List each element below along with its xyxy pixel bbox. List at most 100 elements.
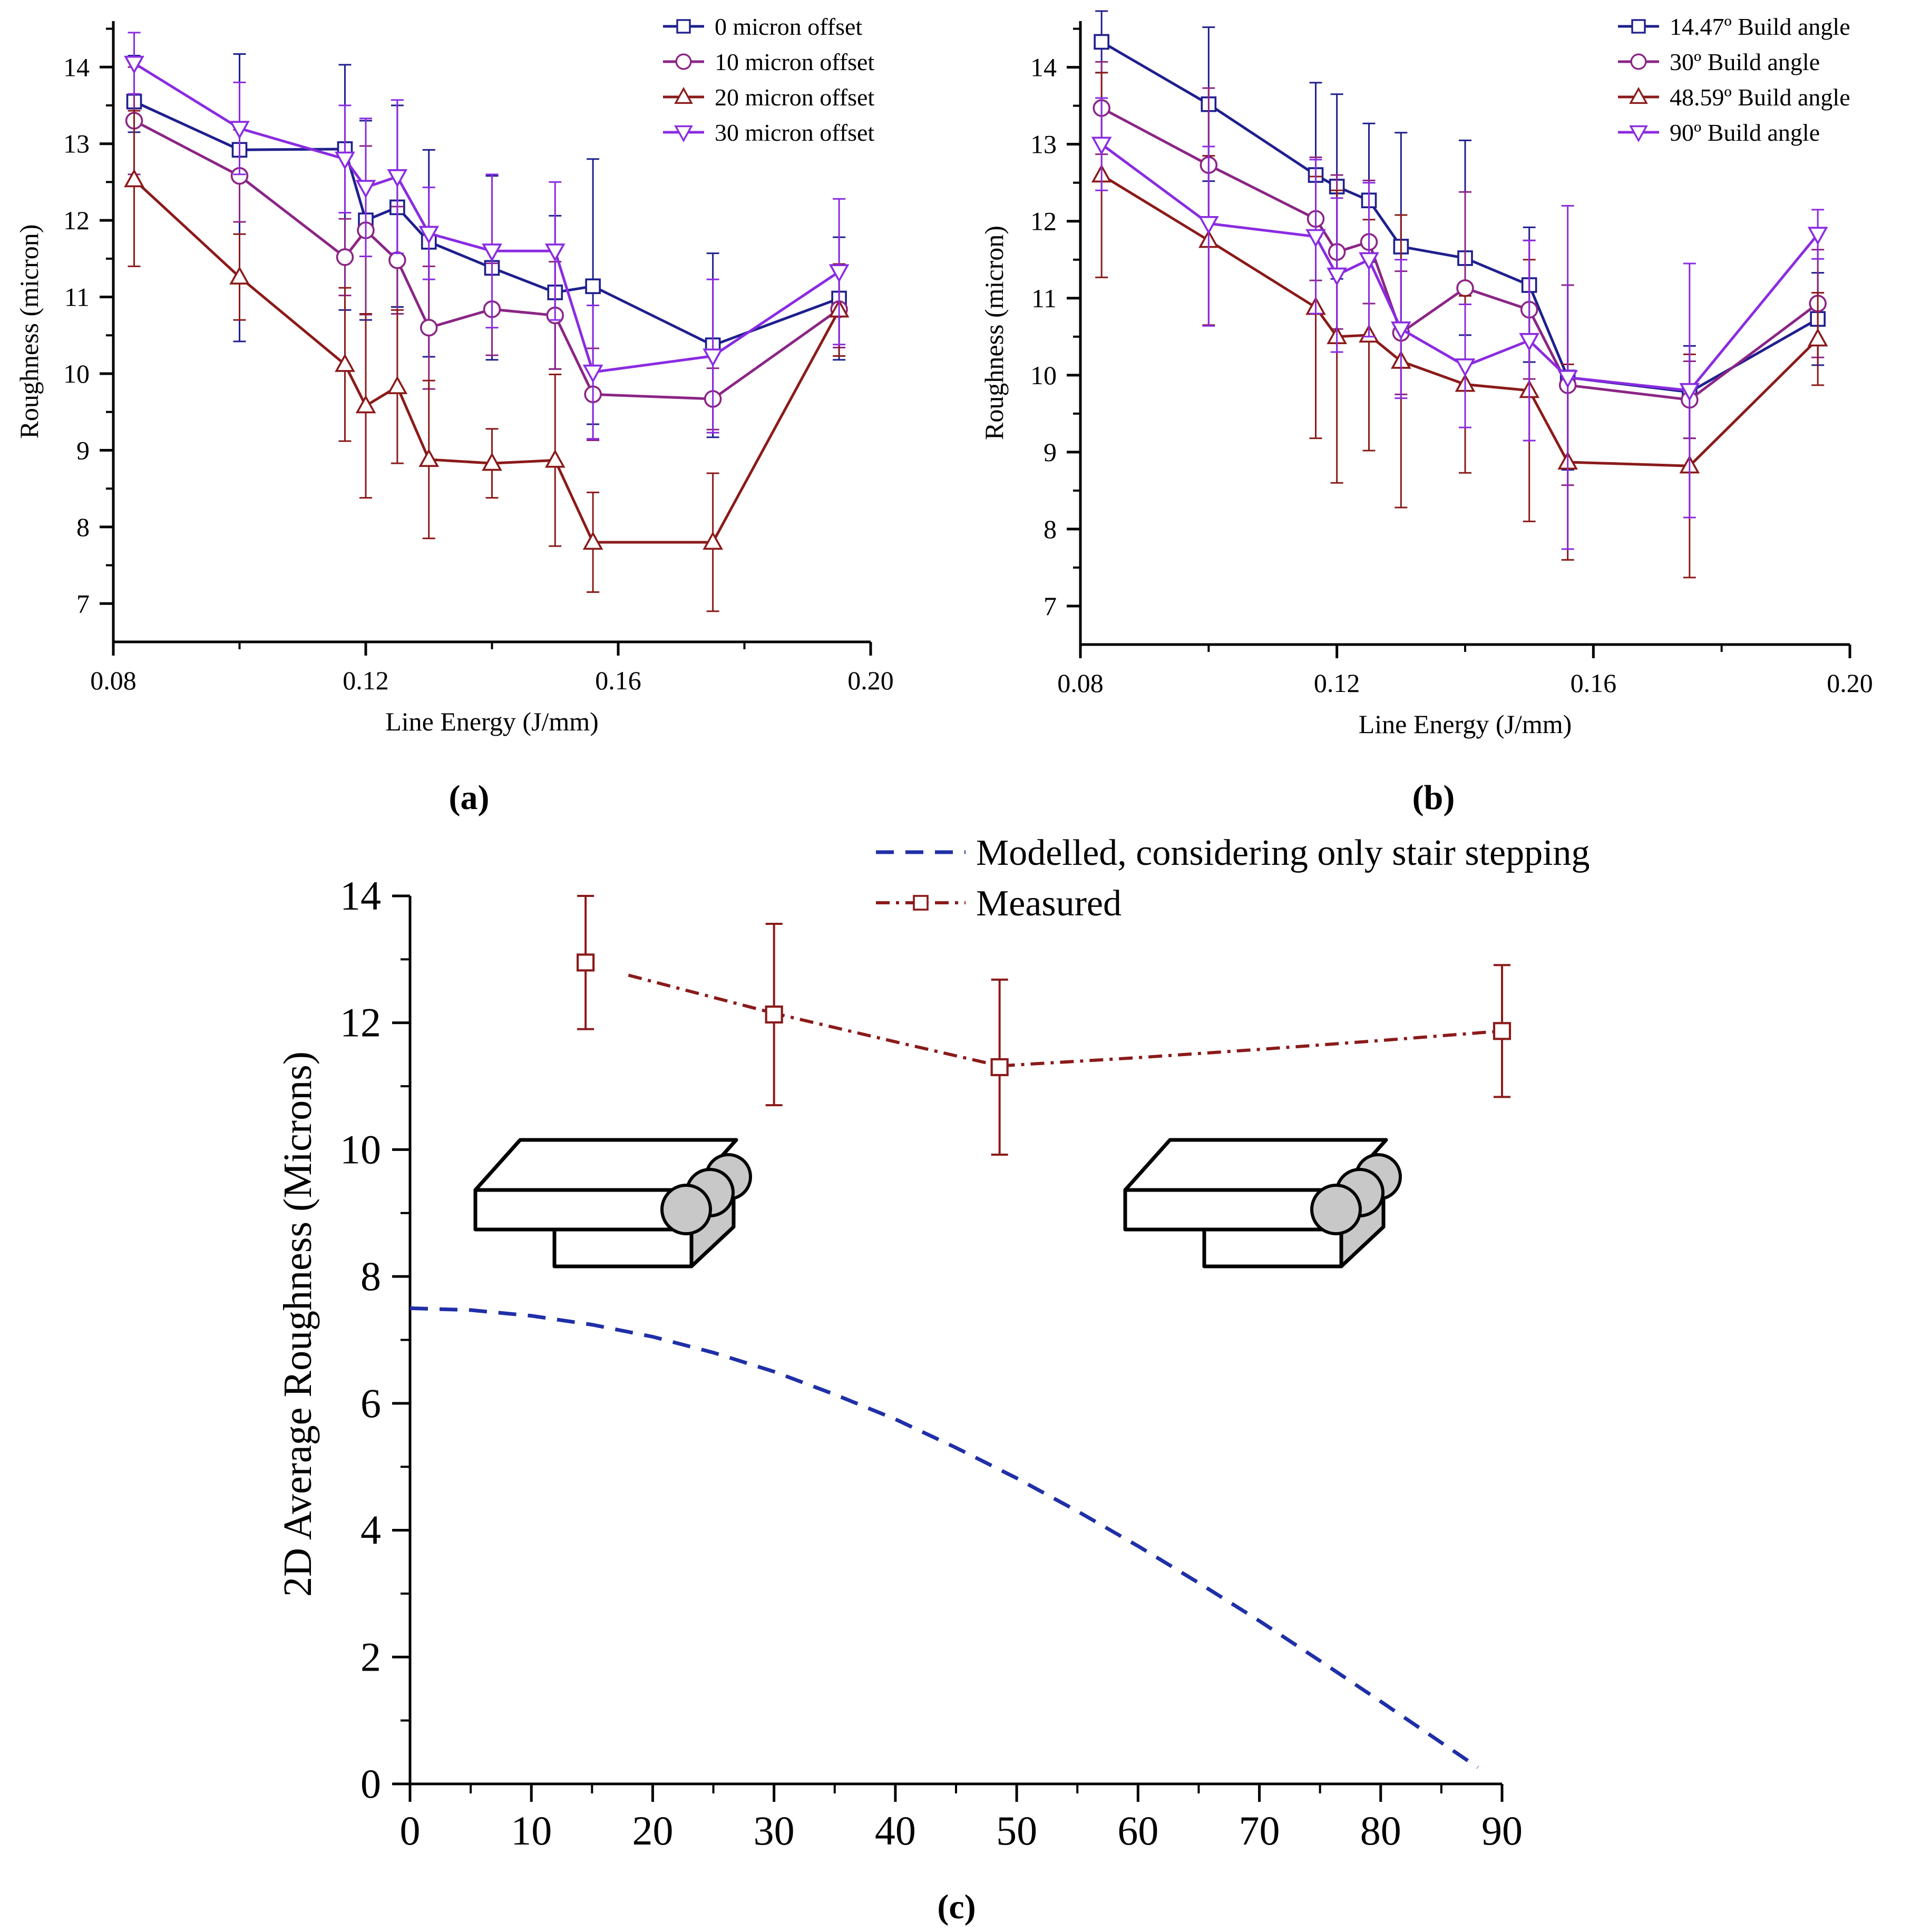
legend-marker: [1629, 86, 1648, 104]
data-point: [388, 251, 406, 269]
legend-label-measured: Measured: [976, 883, 1122, 924]
legend-label: 30º Build angle: [1670, 48, 1820, 75]
y-tick-label: 8: [1044, 514, 1057, 544]
y-tick-label: 13: [63, 129, 90, 159]
x-axis-label: Line Energy (J/mm): [1359, 709, 1572, 739]
lower-block-front: [552, 1225, 694, 1269]
layer-illustration-right: [1123, 1138, 1402, 1269]
legend-label: 90º Build angle: [1670, 119, 1820, 146]
series-modelled: [409, 1306, 1479, 1769]
legend-marker: [674, 125, 693, 143]
legend-label: 0 micron offset: [715, 13, 862, 40]
data-point: [387, 169, 408, 188]
cylinder: [1310, 1184, 1362, 1235]
data-point: [1455, 358, 1476, 377]
data-point: [355, 180, 376, 199]
upper-block-front: [473, 1188, 694, 1232]
y-tick-label: 7: [76, 589, 90, 618]
panel-label: (a): [449, 778, 490, 817]
y-tick-label: 2: [360, 1634, 381, 1680]
x-tick-label: 90: [1481, 1808, 1523, 1853]
x-tick-label: 0.20: [1827, 668, 1873, 698]
data-point: [1679, 383, 1700, 402]
modelled-line: [409, 1306, 1479, 1769]
data-point: [229, 266, 250, 285]
data-point: [418, 448, 440, 467]
x-tick-label: 0.16: [595, 666, 641, 695]
series-3: [1091, 97, 1828, 550]
legend-marker: [1631, 19, 1646, 34]
data-point: [585, 278, 601, 295]
y-tick-label: 14: [1030, 53, 1057, 82]
legend-marker: [676, 19, 691, 34]
data-point: [336, 248, 354, 266]
chart-a: 0.08 0.12 0.16 0.20 7 8 9 10 11 12 13 14 Line Energy…: [14, 13, 894, 817]
y-tick-label: 10: [1030, 360, 1057, 390]
series-3: [124, 32, 850, 440]
data-point: [1327, 267, 1348, 286]
data-point: [1807, 227, 1828, 246]
y-tick-label: 10: [340, 1126, 381, 1172]
x-tick-label: 80: [1360, 1808, 1401, 1853]
legend-label: 14.47º Build angle: [1670, 13, 1850, 40]
x-tick-label: 50: [996, 1808, 1037, 1853]
layer-illustration-left: [473, 1138, 752, 1269]
legend-marker: [674, 86, 693, 104]
y-tick-label: 6: [360, 1380, 381, 1426]
panel-label: (c): [937, 1888, 976, 1926]
measured-trend: [628, 973, 1503, 1068]
y-axis-label: 2D Average Roughness (Microns): [276, 1051, 320, 1597]
y-tick-label: 0: [360, 1761, 381, 1807]
data-point: [577, 953, 595, 972]
legend-marker-measured: [913, 895, 929, 911]
legend-marker: [1629, 125, 1648, 143]
cylinder: [660, 1184, 712, 1235]
y-tick-label: 9: [1044, 437, 1057, 467]
legend-label: 30 micron offset: [715, 119, 874, 146]
x-tick-label: 0.16: [1571, 668, 1617, 698]
x-tick-label: 0.20: [847, 666, 894, 695]
legend-label: 48.59º Build angle: [1670, 84, 1850, 111]
data-point: [765, 1005, 783, 1024]
x-axis-label: Line Energy (J/mm): [385, 707, 599, 736]
x-tick-label: 40: [875, 1808, 916, 1853]
legend-marker: [1630, 53, 1647, 70]
x-tick-label: 20: [632, 1808, 673, 1853]
legend-marker: [675, 53, 692, 70]
x-tick-label: 0: [400, 1808, 421, 1853]
data-point: [1359, 252, 1379, 271]
x-tick-label: 60: [1117, 1808, 1158, 1853]
y-tick-label: 8: [360, 1253, 381, 1299]
legend-label-modelled: Modelled, considering only stair steppin…: [976, 833, 1590, 873]
data-point: [703, 531, 723, 550]
y-tick-label: 10: [63, 359, 90, 388]
legend-label: 20 micron offset: [715, 84, 874, 111]
data-point: [582, 531, 603, 550]
upper-block-front: [1123, 1188, 1343, 1232]
data-point: [124, 55, 144, 74]
y-tick-label: 11: [64, 282, 90, 312]
data-point: [229, 121, 250, 140]
data-point: [335, 151, 355, 170]
x-tick-label: 0.08: [90, 666, 136, 695]
y-tick-label: 7: [1044, 591, 1057, 621]
data-point: [1456, 279, 1474, 297]
y-tick-label: 4: [360, 1507, 381, 1553]
data-point: [1198, 216, 1219, 235]
data-point: [1094, 34, 1109, 50]
data-point: [990, 1058, 1009, 1077]
x-tick-label: 70: [1239, 1808, 1280, 1853]
data-point: [387, 376, 408, 394]
lower-block-front: [1202, 1225, 1343, 1269]
data-point: [1557, 370, 1578, 388]
data-point: [335, 353, 355, 372]
data-point: [124, 169, 144, 188]
data-point: [1807, 328, 1828, 347]
x-tick-label: 0.08: [1057, 668, 1104, 698]
chart-c: 0 10 20 30 40 50 60 70 80 90 0 2 4 6 8 10 12 14 2D Average…: [276, 833, 1590, 1926]
y-tick-label: 12: [1030, 207, 1057, 236]
x-tick-label: 30: [754, 1808, 795, 1853]
data-point: [1305, 229, 1326, 248]
series-2: [124, 110, 850, 612]
data-point: [544, 243, 565, 262]
